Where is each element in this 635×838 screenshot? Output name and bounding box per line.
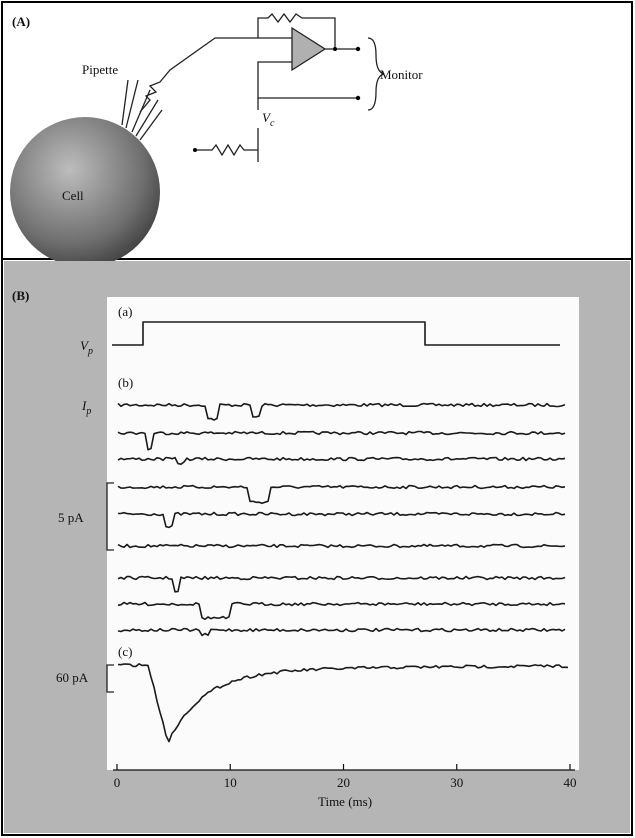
current-trace — [117, 511, 566, 529]
tick-label: 40 — [564, 775, 577, 790]
cell-label: Cell — [62, 188, 84, 203]
panel-label: (A) — [12, 14, 30, 29]
node — [355, 46, 361, 52]
current-trace — [117, 484, 566, 505]
tick-label: 30 — [450, 775, 463, 790]
node — [333, 47, 337, 51]
scale-label: 5 pA — [58, 510, 84, 525]
circuit — [139, 12, 385, 162]
sub-label: (c) — [118, 644, 132, 659]
node — [193, 148, 197, 152]
ip-label: Ip — [81, 398, 91, 417]
x-axis-label: Time (ms) — [318, 794, 372, 809]
scale-bar — [106, 664, 114, 693]
current-trace — [117, 575, 566, 593]
current-trace — [117, 430, 566, 451]
tick-label: 10 — [224, 775, 237, 790]
current-trace — [117, 601, 566, 621]
sub-label: (b) — [118, 375, 133, 390]
pipette-label: Pipette — [82, 62, 118, 77]
node — [355, 95, 361, 101]
scale-bar — [106, 482, 114, 551]
tick-label: 0 — [114, 775, 121, 790]
summed-trace — [117, 663, 569, 743]
cell — [10, 117, 160, 267]
panel-label: (B) — [12, 288, 29, 303]
current-trace — [117, 543, 566, 549]
voltage-trace — [112, 321, 560, 346]
scale-label: 60 pA — [56, 670, 89, 685]
plot-area — [107, 297, 579, 770]
current-trace — [117, 402, 566, 421]
current-trace — [117, 456, 566, 465]
vp-label: Vp — [80, 338, 93, 357]
tick-label: 20 — [337, 775, 350, 790]
sub-label: (a) — [118, 304, 132, 319]
monitor-label: Monitor — [380, 67, 423, 82]
vc-label: Vc — [262, 110, 275, 129]
current-trace — [117, 627, 566, 637]
